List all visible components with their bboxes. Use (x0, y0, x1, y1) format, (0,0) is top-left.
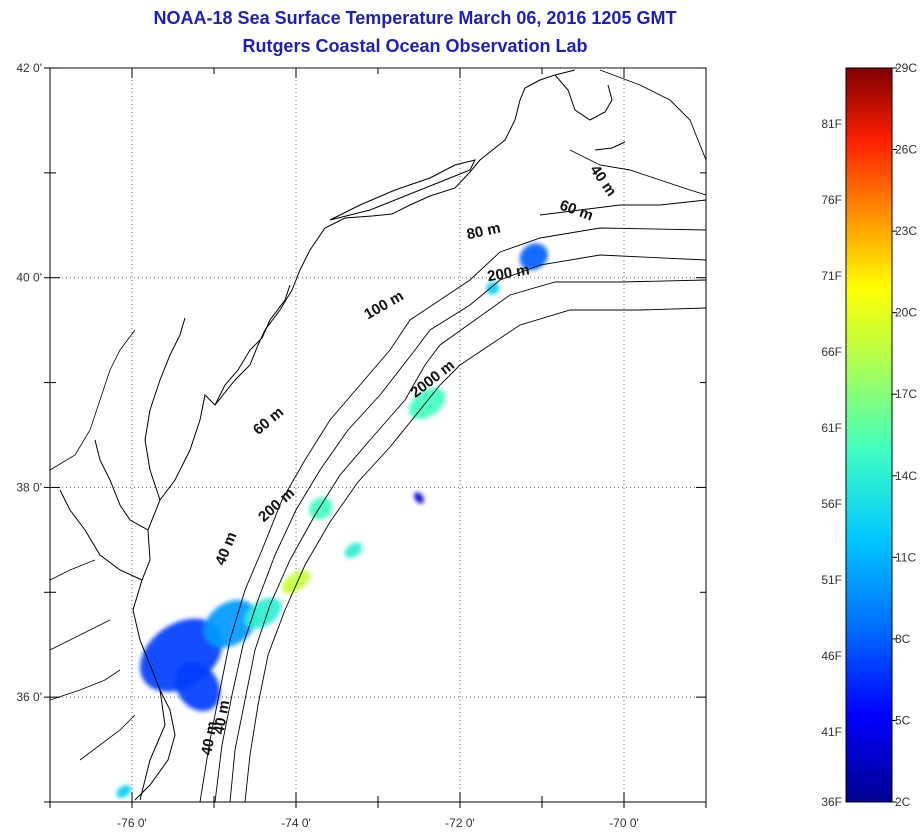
colorbar-celsius-label-7: 8C (895, 632, 911, 646)
sst-patch (308, 497, 333, 520)
contour-label-10: 40 m (211, 699, 234, 736)
sst-patch (414, 492, 424, 504)
colorbar-celsius-label-0: 29C (895, 61, 917, 75)
colorbar (845, 67, 893, 803)
colorbar-celsius-label-5: 14C (895, 469, 917, 483)
colorbar-celsius-label-4: 17C (895, 387, 917, 401)
sst-patch (116, 785, 132, 798)
inland-coast (50, 329, 136, 761)
lon-tick-label-3: -70 0' (609, 816, 639, 830)
lon-tick-label-0: -76 0' (117, 816, 147, 830)
sst-patch (519, 243, 548, 271)
lat-tick-label-0: 42 0' (16, 61, 42, 75)
colorbar-fahrenheit-label-9: 36F (821, 795, 842, 809)
colorbar-fahrenheit-label-6: 51F (821, 573, 842, 587)
sst-patch (244, 597, 282, 629)
sst-patch (344, 542, 363, 558)
colorbar-fahrenheit-label-0: 81F (821, 117, 842, 131)
lat-lon-grid (50, 68, 706, 802)
lat-tick-label-3: 36 0' (16, 690, 42, 704)
chesapeake-bay (59, 317, 186, 581)
lat-tick-label-2: 38 0' (16, 480, 42, 494)
coastline (132, 69, 576, 801)
colorbar-fahrenheit-label-3: 66F (821, 345, 842, 359)
colorbar-labels: 29C 26C 23C 20C 17C 14C 11C 8C 5C 2C 81F 76F 71F 66F 6… (821, 61, 917, 809)
colorbar-celsius-label-2: 23C (895, 224, 917, 238)
colorbar-fahrenheit-label-2: 71F (821, 269, 842, 283)
sst-patch (486, 281, 500, 295)
colorbar-fahrenheit-label-7: 46F (821, 649, 842, 663)
colorbar-fahrenheit-label-5: 56F (821, 497, 842, 511)
colorbar-celsius-label-1: 26C (895, 143, 917, 157)
map-axes: -76 0' -74 0' -72 0' -70 0' 42 0' 40 0' 38 0' 3… (16, 61, 707, 830)
lat-tick-label-1: 40 0' (16, 271, 42, 285)
lon-tick-label-1: -74 0' (281, 816, 311, 830)
delaware-bay (214, 284, 291, 406)
colorbar-celsius-label-3: 20C (895, 306, 917, 320)
cape-cod (554, 74, 626, 151)
sst-patch (281, 570, 311, 594)
long-island (329, 159, 476, 221)
sst-patch (408, 387, 446, 420)
lon-tick-label-2: -72 0' (445, 816, 475, 830)
sst-patch (175, 662, 221, 712)
colorbar-fahrenheit-label-4: 61F (821, 421, 842, 435)
map-title: NOAA-18 Sea Surface Temperature March 06… (153, 8, 677, 28)
map-subtitle: Rutgers Coastal Ocean Observation Lab (242, 36, 588, 56)
contour-label-2: 80 m (465, 219, 502, 243)
colorbar-celsius-label-9: 2C (895, 795, 911, 809)
contour-label-9: 40 m (198, 720, 221, 757)
colorbar-celsius-label-8: 5C (895, 713, 911, 727)
colorbar-fahrenheit-label-1: 76F (821, 193, 842, 207)
outer-banks (134, 689, 176, 801)
colorbar-fahrenheit-label-8: 41F (821, 725, 842, 739)
colorbar-celsius-label-6: 11C (895, 550, 916, 564)
sst-patches (116, 243, 548, 798)
bathymetry-contours (199, 69, 706, 802)
sst-patch (203, 599, 257, 648)
